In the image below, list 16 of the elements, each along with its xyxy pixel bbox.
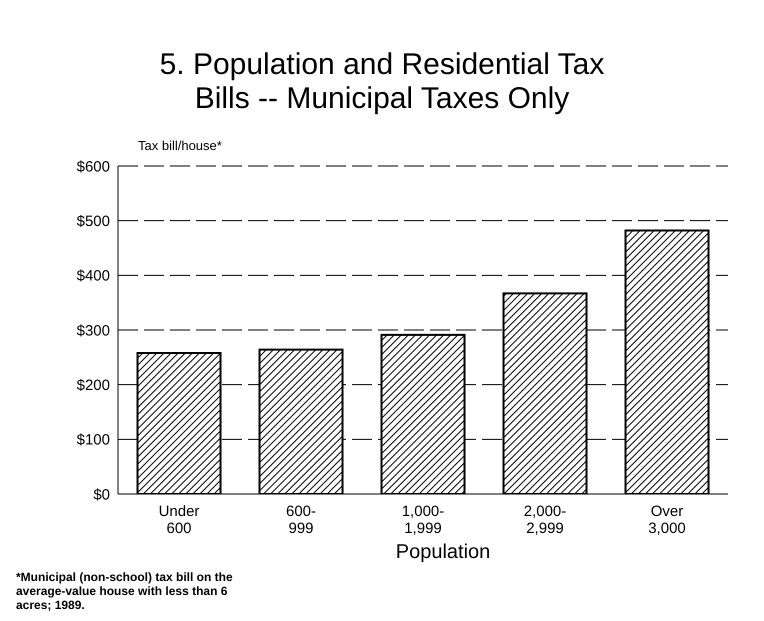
x-axis-title: Population <box>394 540 492 565</box>
y-axis-title: Tax bill/house* <box>138 138 222 153</box>
x-tick-label: 600- 999 <box>286 503 316 537</box>
y-tick-label: $100 <box>76 432 110 449</box>
x-tick-label: 1,000- 1,999 <box>402 503 444 537</box>
text: *Municipal (non-school) tax bill on the average-value house with less than 6 acres; 1989. <box>16 570 233 612</box>
chart-title: 5. Population and Residential Tax Bills -- Municipal Taxes Only <box>158 47 606 116</box>
y-tick-label: $0 <box>93 486 110 504</box>
x-tick-label: Over 3,000 <box>648 503 686 537</box>
y-tick-label: $500 <box>76 212 110 230</box>
x-tick-label: 2,000- 2,999 <box>524 503 566 537</box>
y-tick-label: $300 <box>76 322 110 340</box>
y-tick-label: $600 <box>76 158 110 176</box>
y-tick-label: $200 <box>76 376 110 394</box>
x-tick-label: Under 600 <box>158 503 200 537</box>
y-tick-label: $400 <box>76 268 110 285</box>
